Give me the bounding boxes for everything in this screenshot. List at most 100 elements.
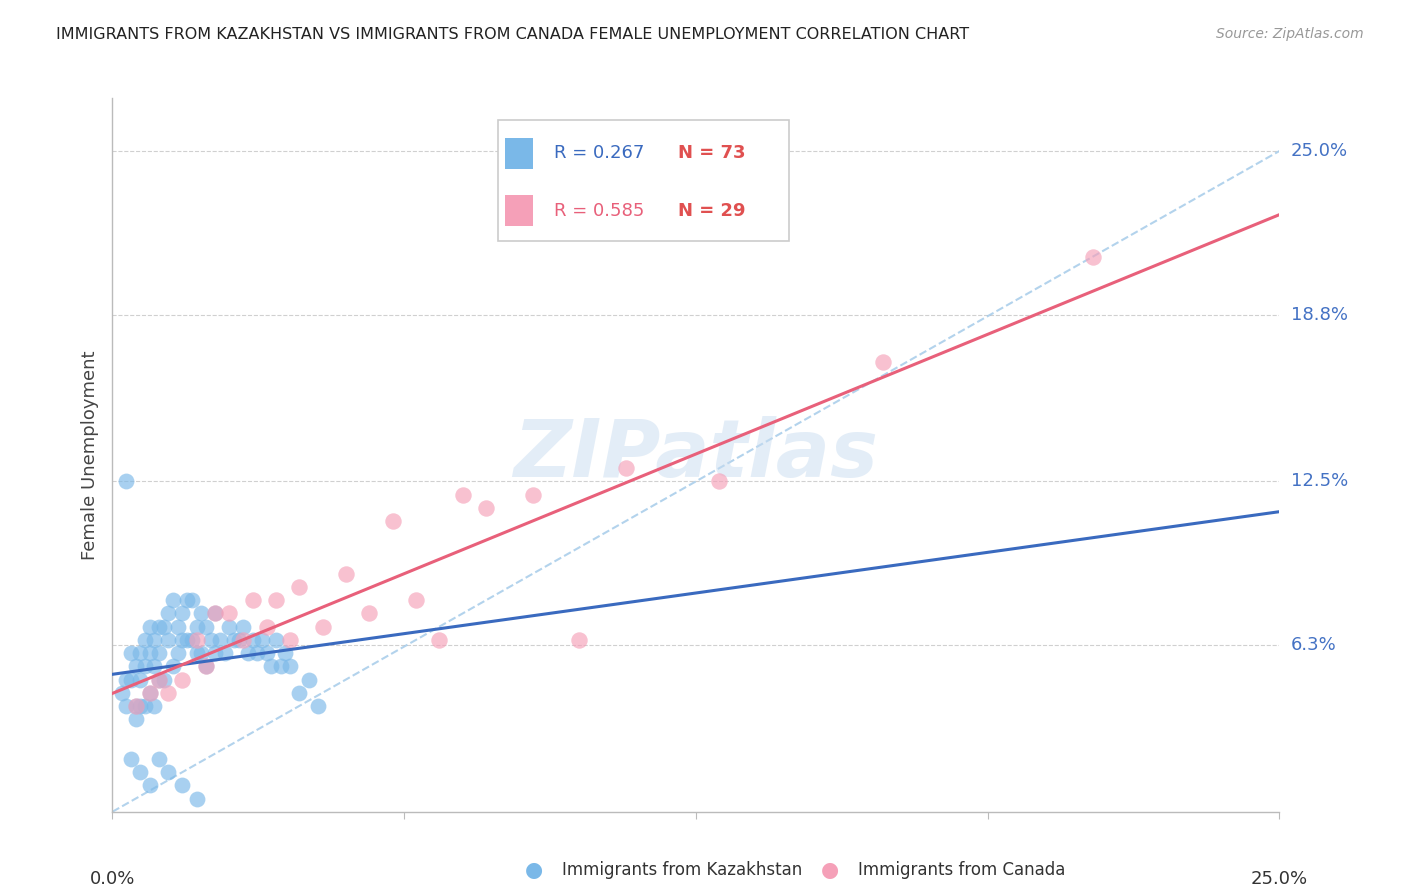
Point — [134, 698, 156, 713]
Point — [204, 607, 226, 621]
Point — [475, 500, 498, 515]
Point — [232, 620, 254, 634]
Point — [522, 487, 544, 501]
Point — [148, 752, 170, 766]
Point — [222, 632, 245, 647]
Point — [214, 646, 236, 660]
Point — [172, 673, 194, 687]
Point — [134, 659, 156, 673]
Text: IMMIGRANTS FROM KAZAKHSTAN VS IMMIGRANTS FROM CANADA FEMALE UNEMPLOYMENT CORRELA: IMMIGRANTS FROM KAZAKHSTAN VS IMMIGRANTS… — [56, 27, 969, 42]
Point — [176, 593, 198, 607]
Text: Immigrants from Kazakhstan: Immigrants from Kazakhstan — [562, 861, 803, 879]
FancyBboxPatch shape — [498, 120, 789, 241]
Point — [176, 632, 198, 647]
Point — [218, 607, 240, 621]
Point — [297, 673, 319, 687]
Text: R = 0.585: R = 0.585 — [554, 202, 644, 219]
Point — [242, 593, 264, 607]
Point — [186, 632, 208, 647]
Point — [143, 632, 166, 647]
Point — [129, 765, 152, 780]
Text: 25.0%: 25.0% — [1251, 870, 1308, 888]
Point — [172, 607, 194, 621]
Point — [125, 712, 148, 726]
Text: ZIPatlas: ZIPatlas — [513, 416, 879, 494]
Point — [172, 632, 194, 647]
Point — [307, 698, 329, 713]
Point — [200, 632, 222, 647]
Point — [115, 698, 138, 713]
Point — [115, 673, 138, 687]
Point — [162, 593, 184, 607]
Point — [148, 673, 170, 687]
Point — [153, 620, 176, 634]
Point — [162, 659, 184, 673]
Point — [204, 607, 226, 621]
Point — [148, 620, 170, 634]
Point — [194, 659, 217, 673]
Point — [232, 632, 254, 647]
Text: 0.0%: 0.0% — [90, 870, 135, 888]
Point — [270, 659, 292, 673]
Point — [125, 698, 148, 713]
Point — [139, 646, 162, 660]
Text: ●: ● — [821, 860, 838, 880]
Point — [157, 765, 180, 780]
Point — [186, 646, 208, 660]
Point — [157, 686, 180, 700]
Point — [335, 566, 357, 581]
Text: N = 73: N = 73 — [679, 145, 747, 162]
Point — [172, 778, 194, 792]
FancyBboxPatch shape — [505, 137, 533, 169]
Point — [260, 659, 283, 673]
Point — [246, 646, 269, 660]
Point — [278, 632, 301, 647]
Point — [236, 646, 259, 660]
Text: 18.8%: 18.8% — [1291, 306, 1347, 324]
Point — [256, 646, 278, 660]
Point — [129, 646, 152, 660]
Point — [288, 580, 311, 594]
Text: 6.3%: 6.3% — [1291, 636, 1336, 654]
Point — [451, 487, 474, 501]
Text: Source: ZipAtlas.com: Source: ZipAtlas.com — [1216, 27, 1364, 41]
Point — [228, 632, 250, 647]
Point — [194, 659, 217, 673]
Point — [405, 593, 427, 607]
Point — [129, 673, 152, 687]
Point — [208, 632, 231, 647]
Point — [381, 514, 404, 528]
Point — [359, 607, 381, 621]
Point — [186, 620, 208, 634]
Point — [568, 632, 591, 647]
Text: N = 29: N = 29 — [679, 202, 747, 219]
Point — [274, 646, 297, 660]
Point — [1081, 250, 1104, 264]
Text: R = 0.267: R = 0.267 — [554, 145, 644, 162]
Text: 12.5%: 12.5% — [1291, 473, 1348, 491]
Point — [242, 632, 264, 647]
Text: ●: ● — [526, 860, 543, 880]
Point — [180, 632, 202, 647]
Point — [194, 620, 217, 634]
Point — [139, 620, 162, 634]
Point — [264, 593, 287, 607]
Point — [139, 686, 162, 700]
Point — [120, 752, 142, 766]
Point — [264, 632, 287, 647]
Text: 25.0%: 25.0% — [1291, 142, 1348, 160]
Point — [125, 698, 148, 713]
Point — [311, 620, 333, 634]
Point — [120, 646, 142, 660]
Point — [157, 632, 180, 647]
Point — [288, 686, 311, 700]
Point — [139, 778, 162, 792]
Point — [148, 646, 170, 660]
Point — [143, 659, 166, 673]
Text: Immigrants from Canada: Immigrants from Canada — [858, 861, 1064, 879]
Point — [166, 646, 188, 660]
Point — [129, 698, 152, 713]
Point — [115, 475, 138, 489]
Point — [148, 673, 170, 687]
Point — [218, 620, 240, 634]
